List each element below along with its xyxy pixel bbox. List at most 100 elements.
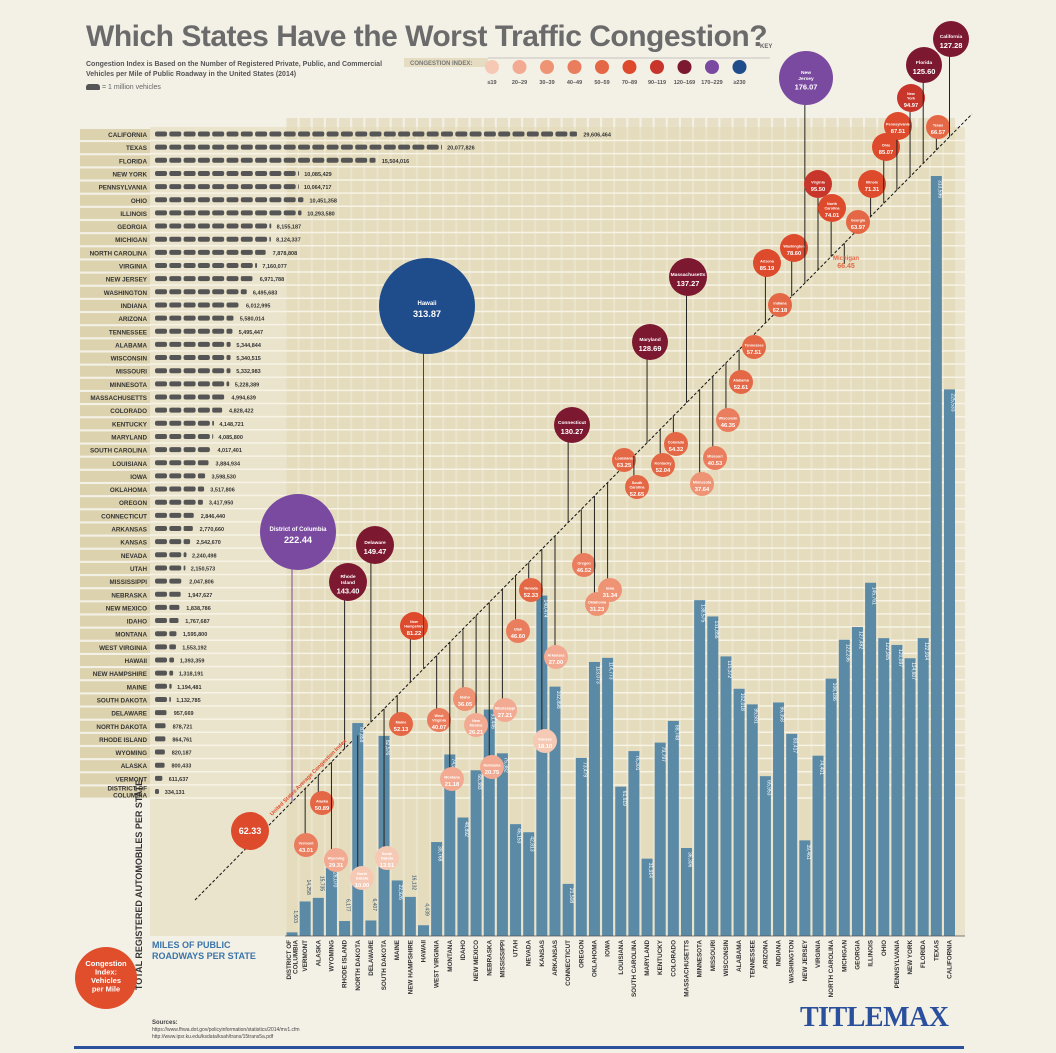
row-label-bg	[80, 720, 150, 732]
congestion-bubble	[906, 47, 942, 83]
row-label: OREGON	[119, 500, 147, 507]
row-label-bg	[80, 549, 150, 561]
vehicle-value-label: 5,580,014	[240, 317, 265, 323]
grid-col	[851, 118, 863, 936]
row-label: COLUMBIA	[113, 793, 147, 800]
car-row	[155, 604, 180, 610]
bubble-value-label: 130.27	[561, 427, 584, 436]
car-row	[155, 223, 272, 229]
bubble-state-label: Massachusetts	[671, 272, 706, 278]
car-icon	[269, 184, 282, 190]
bubble-state-label: North	[827, 202, 838, 206]
bubble-state-label: Ohio	[882, 143, 891, 147]
car-row	[155, 394, 225, 400]
row-label: SOUTH CAROLINA	[90, 448, 147, 455]
car-icon	[183, 499, 196, 505]
car-icon	[169, 552, 182, 558]
x-axis-label: UTAH	[513, 940, 520, 957]
congestion-bubble	[926, 115, 950, 139]
roadway-bar	[404, 896, 416, 936]
grid-col	[799, 118, 811, 936]
x-axis-label: MISSOURI	[710, 940, 717, 971]
car-icon	[169, 486, 182, 492]
roadway-bar	[549, 686, 561, 936]
car-icon	[212, 236, 225, 242]
car-icon	[155, 223, 167, 229]
congestion-bubble	[779, 51, 833, 105]
car-icon	[212, 368, 225, 374]
roadway-value-label: 21,508	[568, 888, 574, 904]
vehicle-value-label: 800,433	[171, 764, 191, 770]
car-icon	[269, 210, 282, 216]
roadway-bar	[720, 656, 732, 936]
congestion-bubble	[440, 767, 464, 791]
x-axis-label: CALIFORNIA	[947, 940, 954, 979]
car-icon	[155, 315, 167, 321]
car-icon	[340, 144, 353, 150]
car-icon	[169, 407, 182, 413]
row-label: MICHIGAN	[115, 237, 147, 244]
congestion-bubble	[453, 687, 477, 711]
x-axis-label: NORTH DAKOTA	[355, 940, 362, 991]
roadway-value-label: 46,153	[516, 828, 522, 844]
car-icon	[169, 302, 182, 308]
x-axis-label: MASSACHUSETTS	[684, 940, 691, 997]
car-icon	[283, 157, 296, 163]
car-icon	[155, 604, 167, 610]
row-label: WISCONSIN	[111, 356, 148, 363]
key-label: CONGESTION INDEX:	[410, 61, 472, 67]
bubble-value-label: 85.19	[760, 266, 774, 272]
roadway-value-label: 87,858	[358, 727, 364, 743]
roadway-value-label: 145,761	[871, 587, 877, 605]
roadway-bar	[431, 842, 443, 936]
bubble-state-label: Tennessee	[744, 343, 763, 347]
car-icon	[240, 170, 253, 176]
congestion-bubble	[533, 729, 557, 753]
average-value: 62.33	[239, 826, 262, 836]
car-icon	[212, 328, 225, 334]
row-label-bg	[80, 510, 150, 522]
car-icon	[183, 157, 196, 163]
vehicle-value-label: 864,761	[172, 737, 192, 743]
row-label-bg	[80, 392, 150, 403]
bubble-value-label: 46.52	[577, 568, 591, 574]
vehicle-value-label: 10,293,580	[307, 211, 335, 217]
car-icon	[155, 631, 167, 637]
bubble-state-label: Kansas	[538, 737, 551, 741]
car-icon	[240, 144, 253, 150]
car-icon	[240, 263, 253, 268]
bubble-state-label: Vermont	[298, 841, 314, 845]
car-icon	[541, 131, 554, 137]
car-row	[155, 263, 258, 268]
grid-col	[720, 118, 732, 936]
congestion-bubble	[872, 133, 900, 161]
car-icon	[155, 289, 167, 295]
roadway-bar	[641, 858, 653, 936]
roadway-bar	[510, 824, 522, 936]
car-icon	[183, 539, 191, 545]
bubble-state-label: Georgia	[851, 218, 866, 222]
roadway-bar	[825, 678, 837, 936]
car-icon	[183, 355, 196, 361]
x-axis-label: NEBRASKA	[486, 940, 493, 976]
car-icon	[183, 420, 196, 426]
congestion-bubble	[464, 713, 488, 737]
car-icon	[155, 736, 166, 742]
car-icon	[412, 131, 425, 137]
car-icon	[269, 131, 282, 137]
car-icon	[155, 591, 167, 597]
bubble-value-label: 149.47	[364, 547, 387, 556]
roadway-bar	[457, 817, 469, 936]
bubble-value-label: 52.61	[734, 385, 749, 391]
roadway-value-label: 42,813	[529, 836, 535, 852]
bubble-value-label: 43.01	[299, 848, 314, 854]
bubble-state-label: Dakota	[356, 877, 369, 881]
bubble-value-label: 137.27	[677, 279, 700, 288]
x-axis-label: MISSISSIPPI	[499, 940, 506, 978]
row-label-bg	[80, 247, 150, 259]
grid-col	[483, 118, 495, 936]
vehicle-value-label: 8,124,337	[276, 238, 300, 244]
row-label: PENNSYLVANIA	[99, 185, 148, 192]
car-row	[155, 236, 271, 242]
car-icon	[226, 249, 239, 255]
